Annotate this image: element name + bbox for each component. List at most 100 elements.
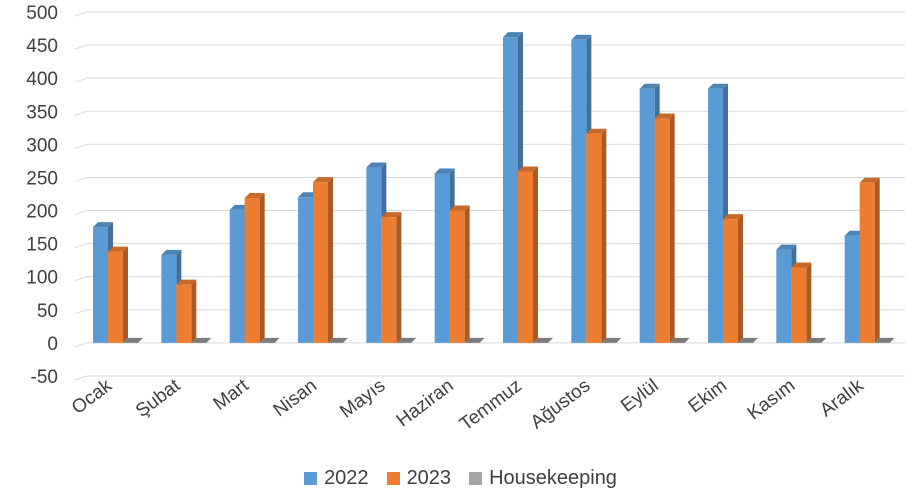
- gridline-diag: [74, 44, 88, 50]
- bar-top: [518, 166, 538, 172]
- x-tick-label: Mayıs: [336, 375, 389, 422]
- gridline-diag: [74, 77, 88, 83]
- x-tick-label: Ekim: [685, 375, 731, 417]
- bar-top: [93, 222, 113, 228]
- bar-front: [244, 197, 260, 343]
- gridline-diag: [74, 210, 88, 216]
- bar-2023-7: [586, 128, 607, 343]
- bar-top: [381, 212, 402, 218]
- bar-housekeeping-3: [328, 337, 348, 343]
- bar-top: [586, 128, 607, 134]
- bar-front: [108, 251, 123, 343]
- bar-side: [669, 113, 675, 343]
- legend-swatch-2022: [304, 472, 318, 485]
- y-tick-label: 400: [26, 69, 58, 90]
- legend-item-housekeeping: Housekeeping: [469, 467, 617, 490]
- bar-front: [776, 249, 792, 343]
- bar-flat: [738, 337, 758, 343]
- bar-top: [776, 244, 797, 250]
- x-tick-label: Şubat: [132, 375, 185, 422]
- bar-housekeeping-9: [738, 337, 758, 343]
- bar-front: [639, 88, 655, 343]
- bar-housekeeping-0: [123, 337, 143, 343]
- bar-2023-8: [654, 113, 675, 343]
- bar-flat: [328, 337, 348, 343]
- gridline-diag: [74, 176, 88, 182]
- bar-front: [654, 118, 670, 343]
- bar-front: [723, 219, 738, 343]
- bar-front: [791, 267, 807, 343]
- x-tick-label: Mart: [210, 375, 254, 415]
- bar-front: [381, 217, 397, 343]
- bar-top: [161, 249, 182, 255]
- bar-front: [503, 37, 518, 343]
- bar-front: [298, 197, 313, 343]
- x-tick-label: Ocak: [68, 375, 116, 419]
- bar-top: [723, 214, 743, 220]
- bar-front: [229, 209, 245, 343]
- gridline-diag: [74, 110, 88, 116]
- bar-front: [844, 235, 860, 343]
- y-axis-labels: -50 0 50 100 150 200 250 300 350 400 450 500: [26, 3, 58, 388]
- bar-front: [518, 171, 533, 343]
- bar-top: [654, 113, 675, 119]
- legend-swatch-2023: [386, 472, 400, 485]
- bar-front: [449, 210, 465, 343]
- bar-top: [639, 83, 660, 89]
- bar-2023-0: [108, 246, 128, 343]
- bar-front: [434, 173, 450, 343]
- legend-item-2022: 2022: [304, 467, 369, 490]
- y-tick-label: 50: [37, 301, 58, 322]
- bar-side: [806, 262, 812, 343]
- bar-side: [123, 246, 128, 343]
- x-tick-label: Eylül: [617, 375, 663, 417]
- chart-svg: -50 0 50 100 150 200 250 300 350 400 450 500 Ocak Şu…: [26, 3, 905, 435]
- bar-side: [396, 212, 402, 343]
- bar-2023-4: [381, 212, 402, 343]
- bar-top: [176, 279, 197, 285]
- y-tick-label: 0: [47, 334, 58, 355]
- bar-front: [859, 182, 875, 343]
- bar-front: [571, 39, 587, 343]
- bar-side: [464, 205, 470, 343]
- grid-layer: [74, 11, 905, 381]
- bar-2023-2: [244, 192, 265, 343]
- bar-flat: [874, 337, 895, 343]
- bar-2023-10: [791, 262, 812, 343]
- bar-top: [503, 32, 523, 38]
- legend-item-2023: 2023: [386, 467, 451, 490]
- bar-flat: [396, 337, 417, 343]
- bar-housekeeping-1: [191, 337, 212, 343]
- y-tick-label: 200: [26, 202, 58, 223]
- bar-top: [244, 192, 265, 198]
- bar-2023-6: [518, 166, 538, 343]
- bar-top: [366, 162, 387, 168]
- x-tick-label: Aralık: [816, 375, 868, 421]
- legend-swatch-housekeeping: [469, 472, 483, 485]
- bar-top: [313, 177, 333, 183]
- bar-housekeeping-6: [533, 337, 553, 343]
- x-tick-label: Nisan: [270, 375, 321, 421]
- x-tick-label: Temmuz: [456, 375, 526, 435]
- y-tick-label: 350: [26, 102, 58, 123]
- bar-top: [449, 205, 470, 211]
- bar-flat: [533, 337, 553, 343]
- bar-flat: [601, 337, 622, 343]
- bar-top: [791, 262, 812, 268]
- bar-top: [708, 83, 728, 89]
- bar-side: [328, 177, 333, 343]
- bar-side: [601, 128, 607, 343]
- bar-2023-9: [723, 214, 743, 343]
- bar-front: [586, 133, 602, 343]
- gridline-diag: [74, 243, 88, 249]
- bar-housekeeping-10: [806, 337, 827, 343]
- bar-flat: [806, 337, 827, 343]
- legend-label-housekeeping: Housekeeping: [489, 467, 617, 489]
- y-tick-label: 500: [26, 3, 58, 24]
- bar-top: [571, 34, 592, 40]
- bar-housekeeping-8: [669, 337, 690, 343]
- bars-layer: [93, 32, 895, 343]
- y-tick-label: 250: [26, 168, 58, 189]
